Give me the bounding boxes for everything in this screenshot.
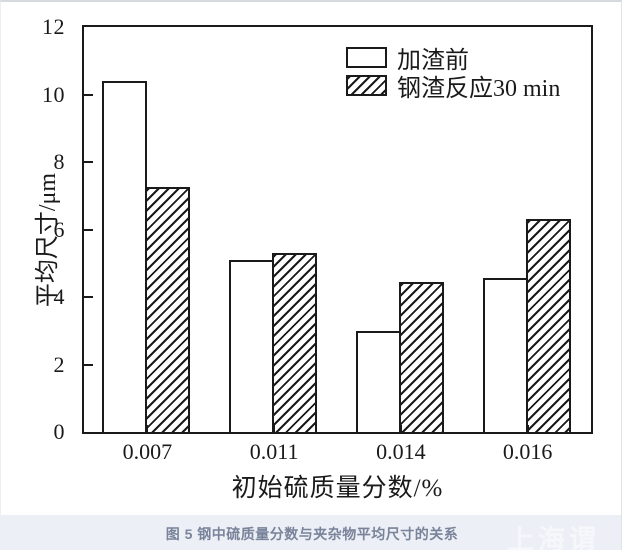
x-tick-label: 0.011 (249, 439, 299, 464)
x-tick (273, 425, 276, 432)
bar-钢渣反应30 min-0.011 (272, 253, 318, 432)
x-tick-label: 0.007 (122, 439, 173, 464)
x-tick (146, 425, 149, 432)
bar-钢渣反应30 min-0.014 (398, 282, 444, 432)
y-tick-label: 10 (42, 81, 65, 107)
x-tick-label: 0.016 (502, 439, 553, 464)
y-tick-label: 2 (53, 351, 65, 377)
y-tick-label: 0 (53, 419, 65, 444)
bar-加渣前-0.016 (482, 278, 528, 432)
legend: 加渣前 钢渣反应30 min (346, 45, 560, 102)
x-axis-title: 初始硫质量分数/% (231, 475, 444, 502)
y-tick (84, 161, 93, 163)
y-tick-label: 8 (53, 149, 65, 174)
bar-钢渣反应30 min-0.016 (525, 219, 571, 432)
bar-加渣前-0.014 (355, 331, 401, 432)
y-axis-title: 平均尺寸/μm (35, 172, 61, 308)
legend-label: 加渣前 (397, 48, 469, 74)
y-tick-label: 6 (53, 216, 65, 242)
y-tick (84, 228, 93, 231)
figure-caption: 图 5 钢中硫质量分数与夹杂物平均尺寸的关系 (165, 526, 459, 542)
legend-item-slag-30min: 钢渣反应30 min (346, 73, 560, 102)
legend-label: 钢渣反应30 min (397, 76, 561, 102)
caption-bar: 图 5 钢中硫质量分数与夹杂物平均尺寸的关系 上海谓 (1, 515, 621, 550)
y-tick-label: 4 (53, 284, 65, 309)
plot-area: 加渣前 钢渣反应30 min (82, 25, 593, 434)
bar-加渣前-0.011 (229, 260, 275, 432)
bar-钢渣反应30 min-0.007 (145, 187, 191, 432)
figure-5-chart: 0 2 4 6 8 10 12 加渣前 钢渣反应30 min 0.007 0.011 0.014… (1, 2, 621, 515)
x-tick (526, 425, 529, 432)
x-tick (399, 425, 402, 432)
legend-swatch-solid (346, 47, 387, 68)
y-tick (84, 296, 93, 298)
y-tick (84, 363, 93, 366)
legend-swatch-hatched (346, 75, 387, 96)
x-tick-label: 0.014 (376, 439, 426, 464)
bar-加渣前-0.007 (102, 81, 148, 432)
y-tick-label: 12 (42, 14, 65, 39)
legend-item-before-slag: 加渣前 (346, 45, 560, 74)
y-tick (84, 93, 93, 96)
watermark: 上海谓 (507, 525, 600, 550)
